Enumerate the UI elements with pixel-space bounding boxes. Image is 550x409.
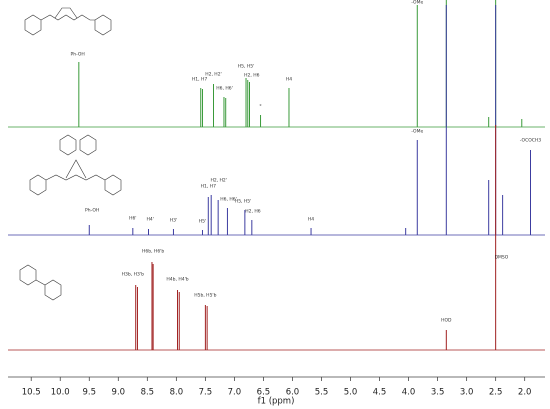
x-tick-label: 3.5 [431,388,445,398]
x-tick-label: 2.5 [489,388,503,398]
peak-label: -OMe [411,0,423,6]
x-tick-label: 5.0 [344,388,358,398]
peak-label: -OCOCH3 [520,138,542,144]
peak-label: H2, H6 [245,209,260,215]
peak-label: DMSO [495,255,509,261]
peak-label: -OMe [411,129,423,135]
x-tick-label: 7.5 [199,388,213,398]
peak-label: H1, H7 [201,184,216,190]
x-tick-label: 4.0 [402,388,416,398]
structure [19,7,122,301]
x-tick-label: 7.0 [228,388,242,398]
x-axis-title: f1 (ppm) [258,397,295,407]
peak-label: HOD [441,318,452,324]
peak-label: H6' [129,216,136,222]
x-tick-label: 2.0 [518,388,532,398]
x-tick-label: 9.5 [83,388,97,398]
peak-label: H4' [146,217,153,223]
peak-label: H3' [170,218,177,224]
peak-label: H1, H7 [192,77,207,83]
peak-label: H2, H6 [244,73,259,79]
peak-label: * [259,104,262,110]
x-tick-label: 6.5 [257,388,271,398]
peak-label: H4b, H4'b [166,277,188,283]
peak-label: Ph-OH [85,208,99,214]
x-tick-label: 8.5 [141,388,155,398]
peak-label: H5b, H5'b [194,293,216,299]
peak-label: H3b, H3'b [122,272,144,278]
x-tick-label: 5.5 [315,388,329,398]
x-tick-label: 8.0 [170,388,184,398]
x-tick-label: 3.0 [460,388,474,398]
peak-label: H4 [286,77,292,83]
x-tick-label: 6.0 [286,388,300,398]
x-tick-label: 10.5 [22,388,41,398]
peak-label: H2, H2' [210,178,227,184]
peak-label: H6b, H6'b [142,249,164,255]
peak-label: H5' [199,219,206,225]
x-tick-label: 10.0 [51,388,70,398]
peak-label: H6, H6' [216,86,233,92]
peak-label: H5, H5' [235,199,252,205]
peak-label: H6, H6' [220,197,237,203]
peak-label: H5, H5' [238,64,255,70]
peak-label: H2, H2' [205,72,222,78]
x-tick-label: 9.0 [112,388,126,398]
peak-label: H4 [308,217,314,223]
peak-label: Ph-OH [71,52,85,58]
x-tick-label: 4.5 [373,388,387,398]
